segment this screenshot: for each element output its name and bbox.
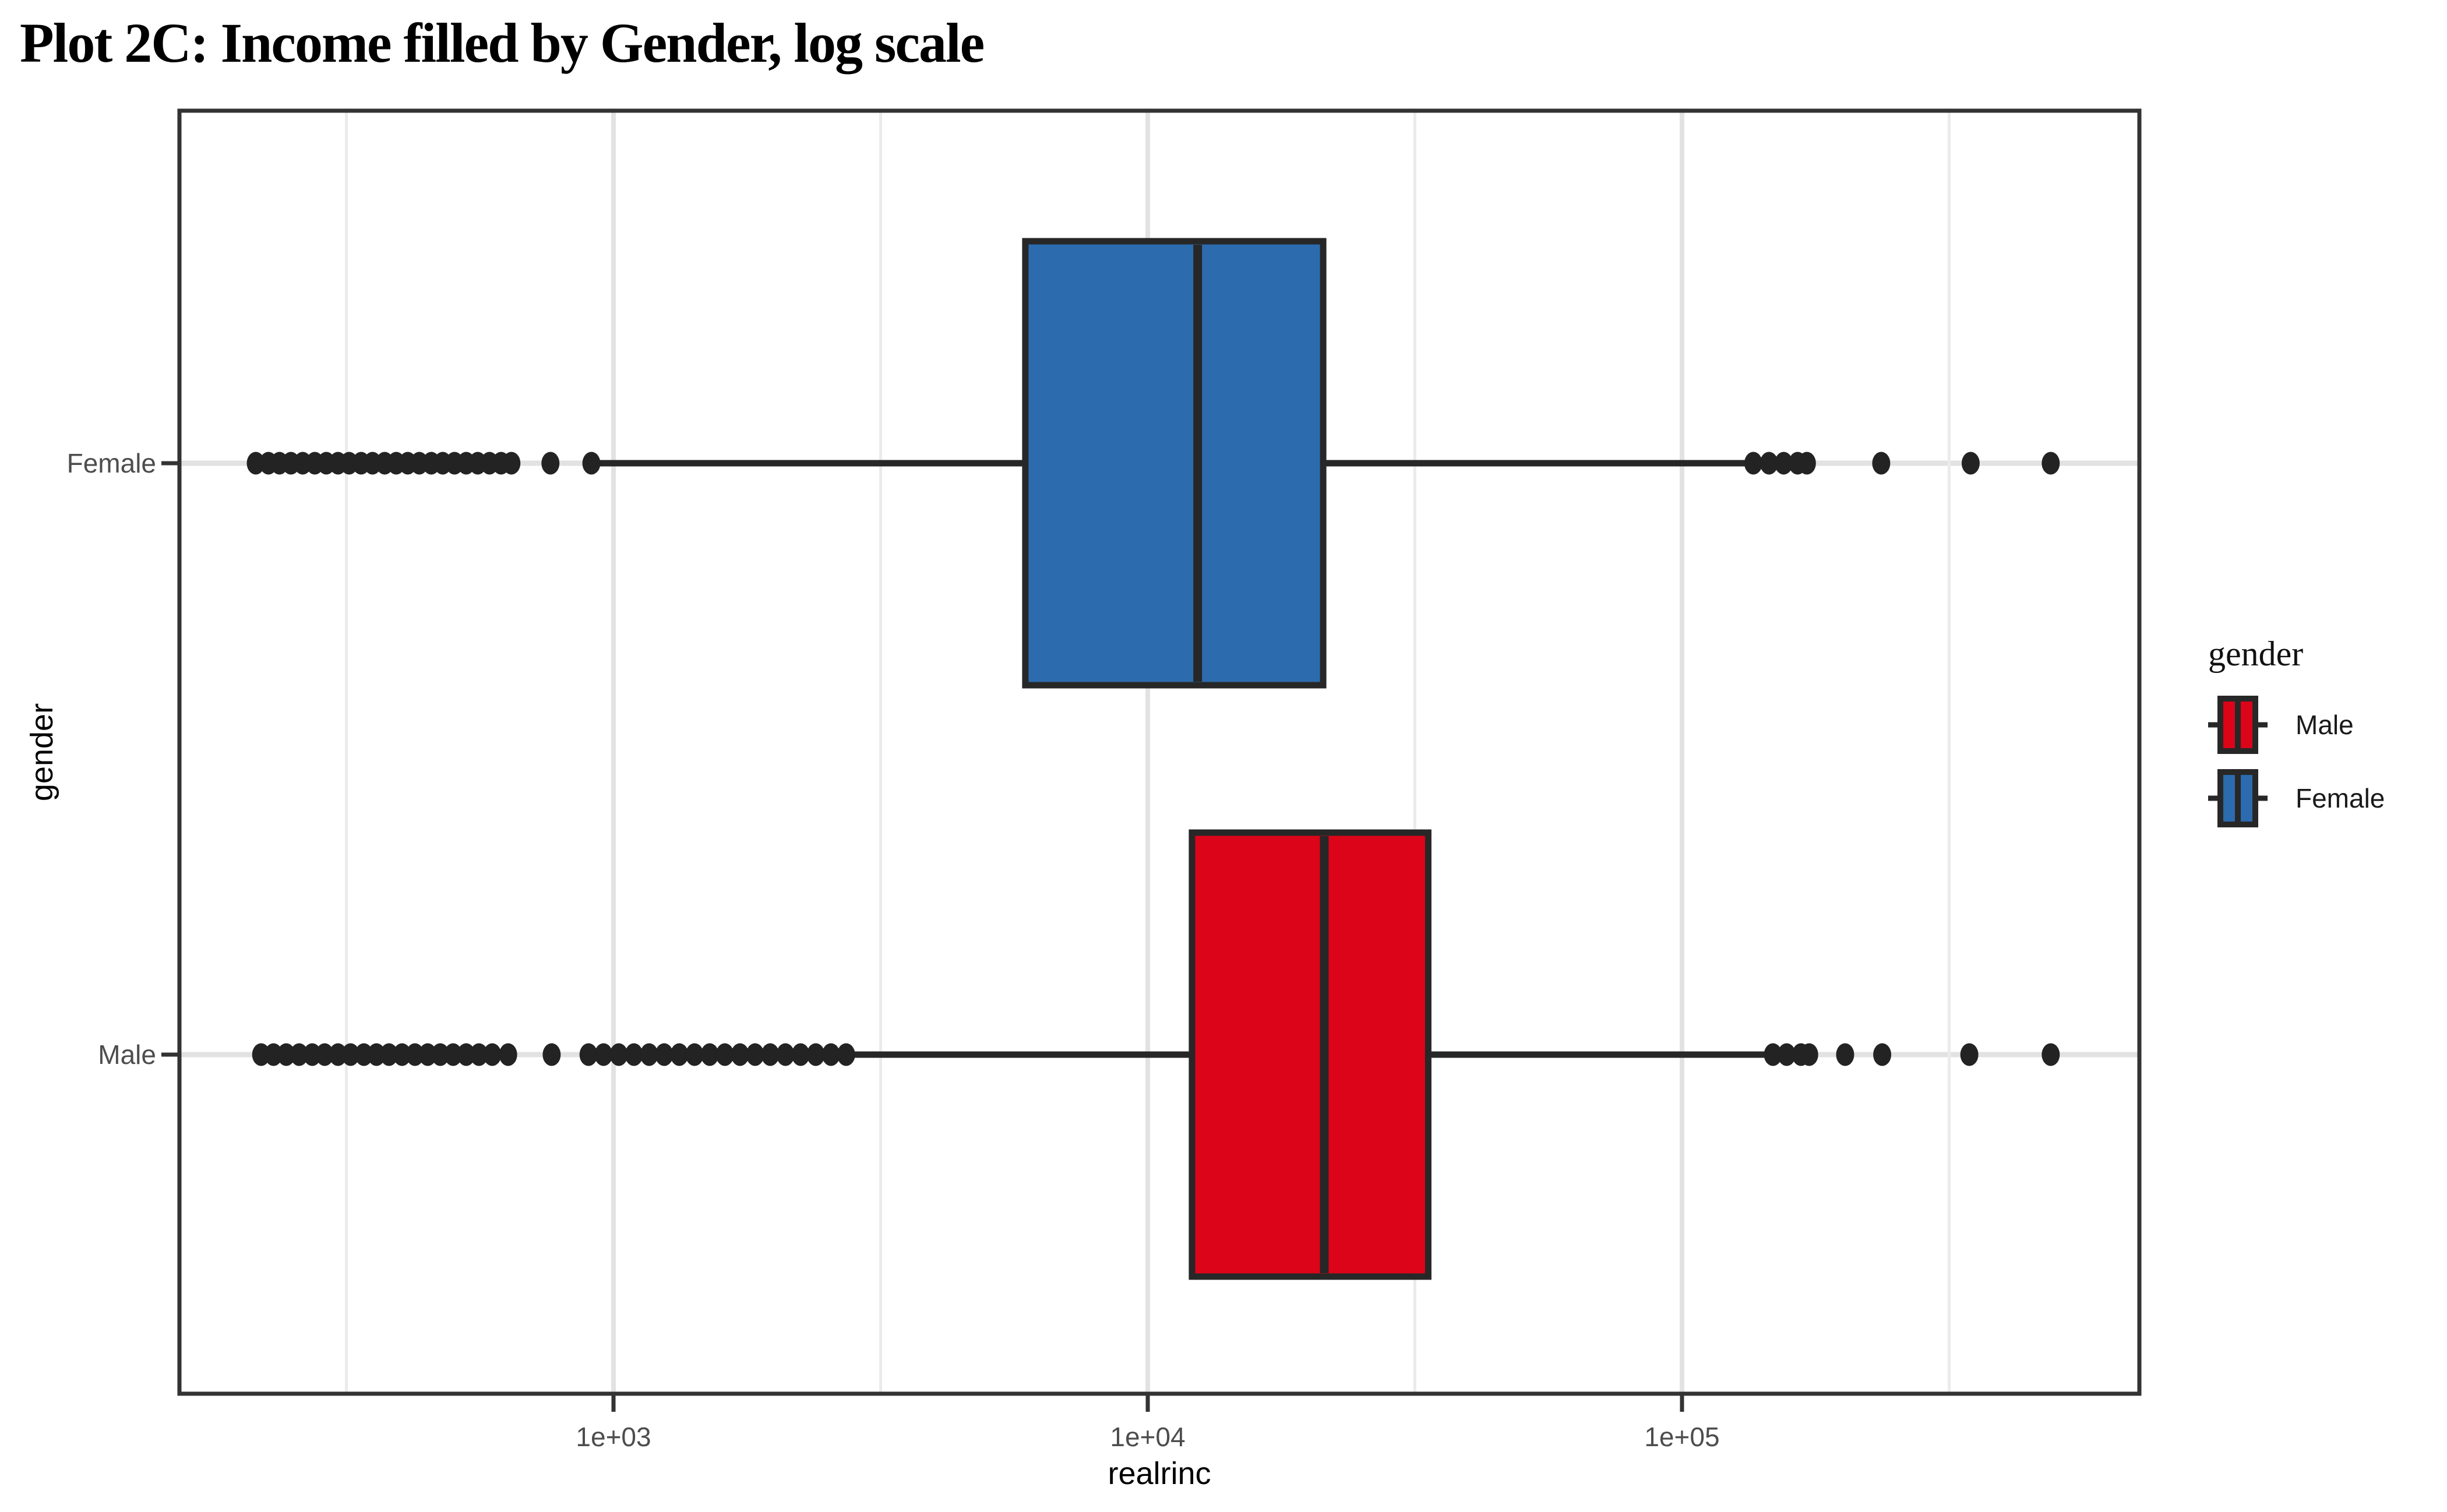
male-outlier-point (791, 1043, 810, 1066)
male-outlier-point (329, 1043, 347, 1066)
x-axis-title: realrinc (1108, 1456, 1211, 1491)
female-outlier-point (1872, 452, 1891, 475)
y-axis-title: gender (24, 703, 59, 802)
male-outlier-point (1873, 1043, 1892, 1066)
legend-entry-female: Female (2208, 769, 2441, 827)
male-outlier-point (1778, 1043, 1796, 1066)
male-outlier-point (715, 1043, 734, 1066)
male-outlier-point (470, 1043, 488, 1066)
female-outlier-point (2041, 452, 2060, 475)
male-outlier-point (380, 1043, 399, 1066)
male-outlier-point (594, 1043, 613, 1066)
male-outlier-point (746, 1043, 764, 1066)
male-outlier-point (252, 1043, 270, 1066)
female-outlier-point (1744, 452, 1762, 475)
legend: gender Male Female (2208, 633, 2441, 843)
x-tick-label: 1e+04 (1110, 1422, 1185, 1452)
male-outlier-point (483, 1043, 502, 1066)
plot-title: Plot 2C: Income filled by Gender, log sc… (20, 12, 985, 74)
legend-entry-male: Male (2208, 696, 2441, 754)
legend-entries: Male Female (2208, 696, 2441, 827)
legend-title: gender (2208, 635, 2304, 673)
y-tick-label: Female (67, 448, 156, 478)
male-outlier-point (776, 1043, 795, 1066)
male-outlier-point (625, 1043, 643, 1066)
male-outlier-point (499, 1043, 517, 1066)
male-outlier-point (731, 1043, 749, 1066)
legend-key-boxplot-icon (2208, 696, 2268, 754)
male-outlier-point (609, 1043, 628, 1066)
male-outlier-point (431, 1043, 450, 1066)
male-outlier-point (315, 1043, 334, 1066)
male-outlier-point (579, 1043, 598, 1066)
male-outlier-point (761, 1043, 780, 1066)
male-outlier-point (264, 1043, 283, 1066)
male-outlier-point (2041, 1043, 2060, 1066)
male-outlier-point (1960, 1043, 1979, 1066)
legend-key-boxplot-icon (2208, 769, 2268, 827)
legend-label: Male (2296, 710, 2354, 740)
male-outlier-point (700, 1043, 719, 1066)
male-outlier-point (685, 1043, 704, 1066)
male-outlier-point (670, 1043, 689, 1066)
female-outlier-point (1774, 452, 1793, 475)
male-outlier-point (1764, 1043, 1782, 1066)
male-outlier-point (341, 1043, 360, 1066)
male-outlier-point (406, 1043, 424, 1066)
female-outlier-point (246, 452, 265, 475)
male-outlier-point (806, 1043, 825, 1066)
male-outlier-point (303, 1043, 322, 1066)
male-outlier-point (1800, 1043, 1818, 1066)
panel-border (177, 108, 2142, 1396)
male-outlier-point (640, 1043, 658, 1066)
y-tick-label: Male (98, 1039, 156, 1070)
female-outlier-point (582, 452, 601, 475)
female-outlier-point (502, 452, 521, 475)
male-outlier-point (655, 1043, 674, 1066)
male-box (1189, 829, 1431, 1280)
male-outlier-point (277, 1043, 295, 1066)
female-box (1022, 238, 1327, 689)
male-outlier-point (1836, 1043, 1854, 1066)
male-outlier-point (290, 1043, 308, 1066)
male-outlier-point (444, 1043, 463, 1066)
male-outlier-point (355, 1043, 373, 1066)
male-outlier-point (393, 1043, 411, 1066)
male-outlier-point (367, 1043, 386, 1066)
female-outlier-point (1760, 452, 1778, 475)
female-outlier-point (541, 452, 560, 475)
x-tick-label: 1e+03 (576, 1422, 651, 1452)
male-outlier-point (837, 1043, 855, 1066)
legend-label: Female (2296, 783, 2385, 813)
male-outlier-point (821, 1043, 840, 1066)
female-outlier-point (1797, 452, 1816, 475)
x-tick-label: 1e+05 (1644, 1422, 1719, 1452)
male-outlier-point (457, 1043, 475, 1066)
female-outlier-point (1961, 452, 1980, 475)
male-outlier-point (542, 1043, 561, 1066)
male-outlier-point (418, 1043, 437, 1066)
